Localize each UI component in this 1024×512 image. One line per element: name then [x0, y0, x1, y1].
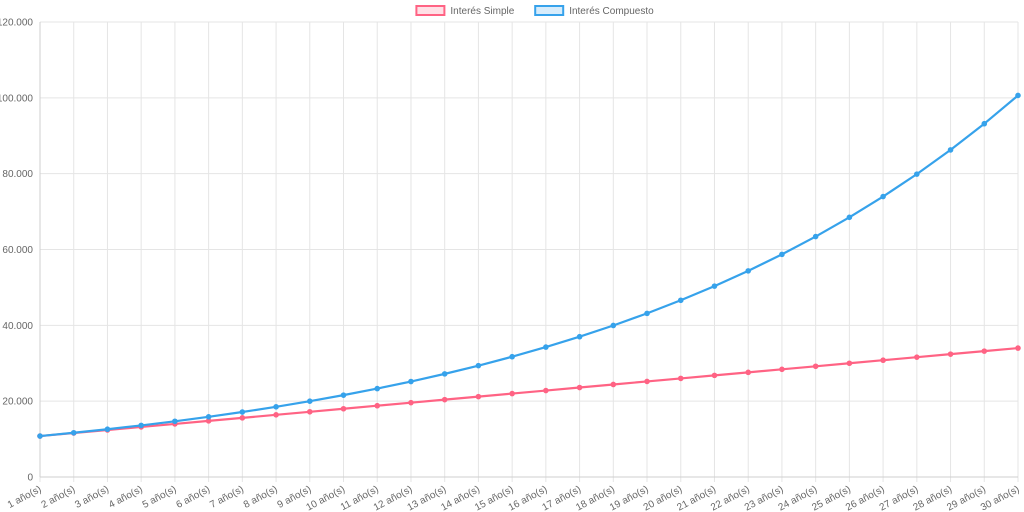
data-point[interactable] — [273, 412, 279, 418]
data-point[interactable] — [981, 120, 988, 127]
x-tick-label: 6 año(s) — [174, 484, 212, 511]
data-point[interactable] — [947, 351, 954, 357]
data-point[interactable] — [374, 402, 381, 409]
data-point[interactable] — [509, 353, 515, 360]
data-point[interactable] — [205, 414, 212, 420]
data-point[interactable] — [779, 366, 785, 373]
data-point[interactable] — [408, 399, 414, 406]
legend-label: Interés Simple — [450, 6, 514, 17]
data-point[interactable] — [745, 369, 752, 376]
data-point[interactable] — [610, 322, 617, 329]
data-point[interactable] — [677, 375, 684, 382]
data-point[interactable] — [745, 268, 752, 274]
axes: 0 20.000 40.000 60.000 80.000 100.000 120.000 1… — [0, 18, 1021, 512]
series-compound — [37, 92, 1021, 439]
data-point[interactable] — [1015, 92, 1021, 99]
series-line — [39, 94, 1019, 438]
legend-label: Interés Compuesto — [569, 6, 654, 17]
data-point[interactable] — [711, 283, 718, 289]
data-point[interactable] — [239, 409, 246, 415]
y-tick-label: 80.000 — [2, 169, 33, 180]
data-point[interactable] — [576, 384, 583, 391]
data-point[interactable] — [306, 408, 313, 415]
data-point[interactable] — [644, 310, 650, 317]
data-point[interactable] — [880, 193, 886, 200]
y-tick-label: 100.000 — [0, 93, 33, 104]
data-point[interactable] — [846, 214, 853, 221]
data-point[interactable] — [70, 429, 77, 436]
data-point[interactable] — [543, 387, 549, 394]
x-tick-label: 30 año(s) — [979, 484, 1021, 512]
data-point[interactable] — [37, 433, 43, 439]
data-point[interactable] — [644, 378, 650, 385]
grid — [39, 21, 1019, 482]
y-tick-label: 120.000 — [0, 18, 33, 29]
legend-swatch — [415, 5, 446, 16]
data-point[interactable] — [812, 363, 819, 370]
data-point[interactable] — [340, 405, 347, 412]
data-point[interactable] — [846, 360, 853, 367]
data-point[interactable] — [779, 251, 785, 258]
data-point[interactable] — [947, 147, 954, 153]
data-point[interactable] — [677, 297, 684, 304]
data-point[interactable] — [273, 404, 279, 410]
data-point[interactable] — [1015, 345, 1021, 351]
series-line — [39, 346, 1019, 438]
y-tick-label: 60.000 — [2, 245, 33, 256]
series-simple — [37, 345, 1021, 439]
y-tick-label: 40.000 — [2, 321, 33, 332]
x-tick-label: 7 año(s) — [208, 484, 246, 511]
x-tick-label: 8 año(s) — [242, 484, 280, 511]
data-point[interactable] — [138, 422, 144, 429]
series — [37, 92, 1021, 439]
data-point[interactable] — [914, 171, 920, 177]
data-point[interactable] — [408, 378, 414, 385]
data-point[interactable] — [306, 398, 313, 405]
x-tick-label: 4 año(s) — [107, 484, 145, 511]
data-point[interactable] — [610, 381, 617, 388]
data-point[interactable] — [711, 372, 718, 379]
data-point[interactable] — [914, 354, 920, 360]
data-point[interactable] — [104, 426, 111, 433]
data-point[interactable] — [239, 415, 246, 421]
legend-swatch — [534, 5, 565, 16]
data-point[interactable] — [475, 393, 482, 400]
data-point[interactable] — [475, 362, 482, 369]
data-point[interactable] — [812, 233, 819, 240]
x-tick-label: 1 año(s) — [6, 484, 44, 511]
data-point[interactable] — [374, 385, 381, 392]
data-point[interactable] — [172, 418, 178, 425]
data-point[interactable] — [543, 344, 549, 350]
legend-item-compound[interactable]: Interés Compuesto — [534, 5, 654, 17]
data-point[interactable] — [576, 333, 583, 340]
legend[interactable]: Interés Simple Interés Compuesto — [415, 5, 654, 17]
y-tick-label: 0 — [27, 473, 33, 484]
x-tick-label: 5 año(s) — [141, 484, 179, 511]
y-tick-label: 20.000 — [2, 397, 33, 408]
x-tick-label: 3 año(s) — [73, 484, 111, 511]
data-point[interactable] — [340, 392, 347, 398]
data-point[interactable] — [981, 348, 988, 354]
data-point[interactable] — [441, 396, 448, 403]
data-point[interactable] — [441, 371, 448, 377]
x-tick-label: 2 año(s) — [40, 484, 78, 511]
data-point[interactable] — [509, 390, 515, 397]
legend-item-simple[interactable]: Interés Simple — [415, 5, 515, 17]
data-point[interactable] — [880, 357, 886, 364]
